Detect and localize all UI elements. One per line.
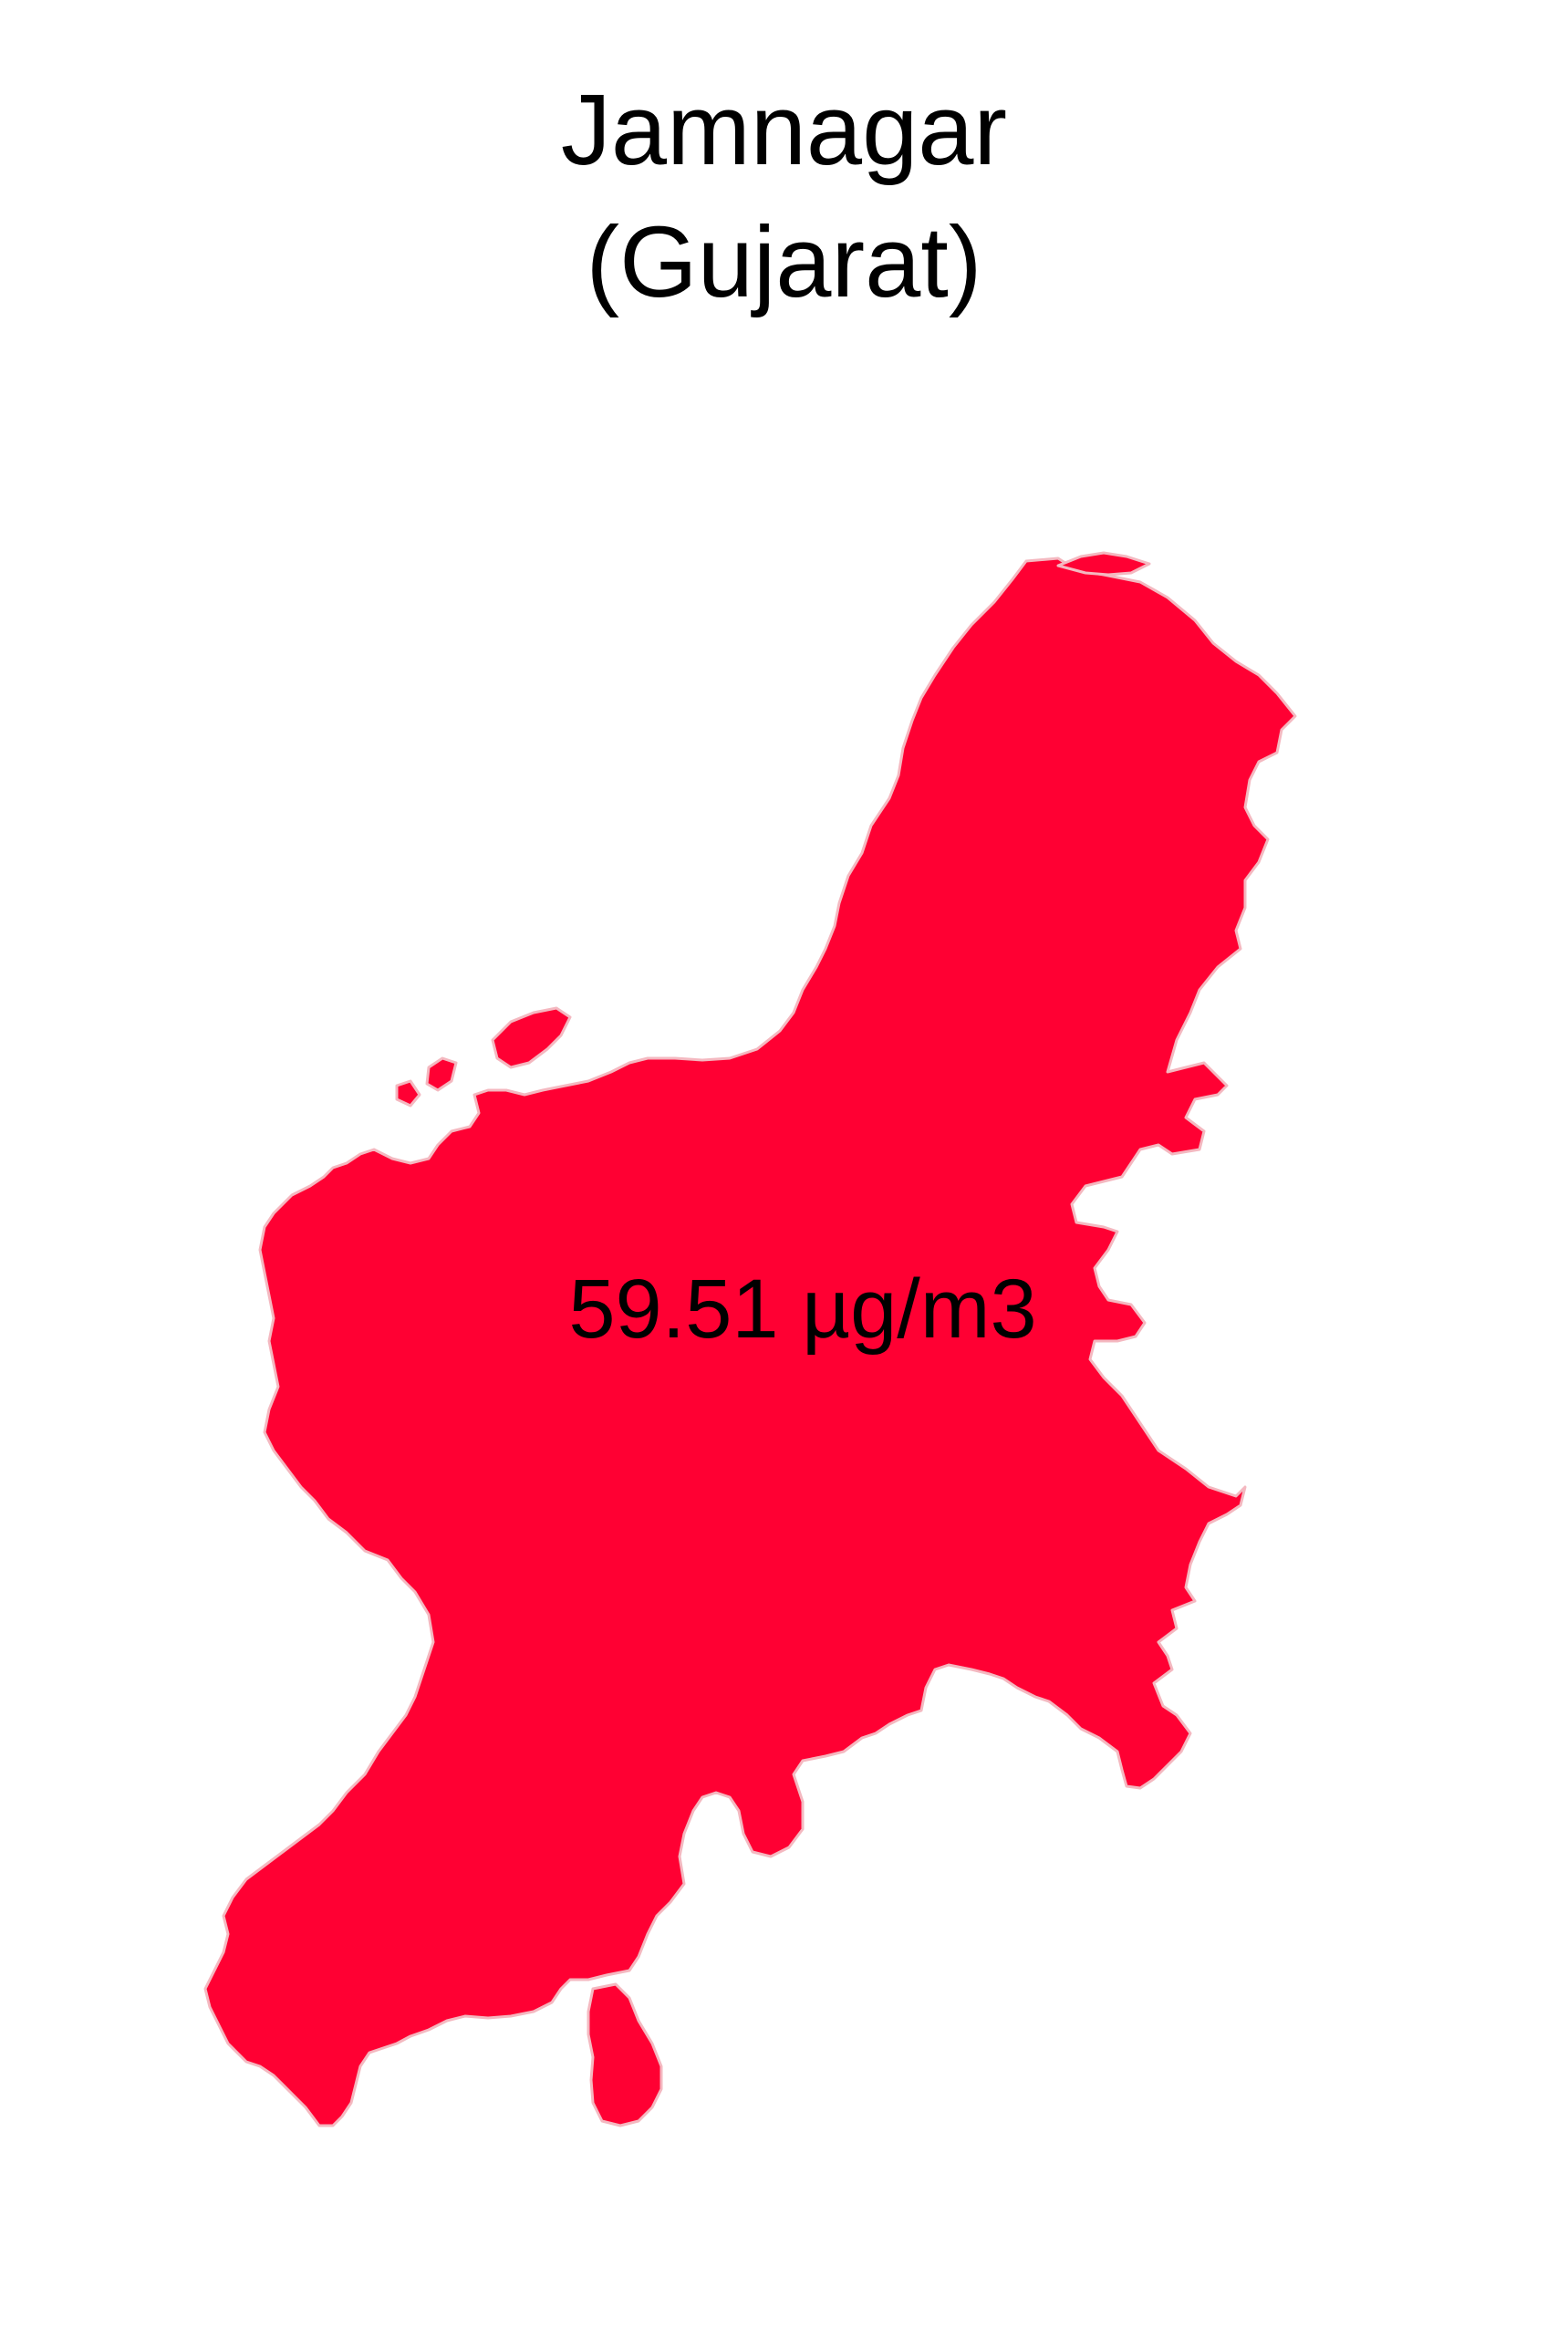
- district-region-west-islet: [491, 1006, 572, 1069]
- district-region-south-islet: [587, 1982, 663, 2127]
- title-district: Jamnagar: [560, 74, 1008, 186]
- district-region-jamnagar: [203, 556, 1297, 2127]
- district-region-north-islet: [1056, 551, 1151, 577]
- district-region-west-islet: [425, 1056, 458, 1092]
- map-title: Jamnagar (Gujarat): [0, 64, 1568, 328]
- region-value-label: 59.51 µg/m3: [568, 1263, 1037, 1356]
- title-state: (Gujarat): [586, 206, 982, 318]
- district-region-west-islet: [395, 1079, 421, 1108]
